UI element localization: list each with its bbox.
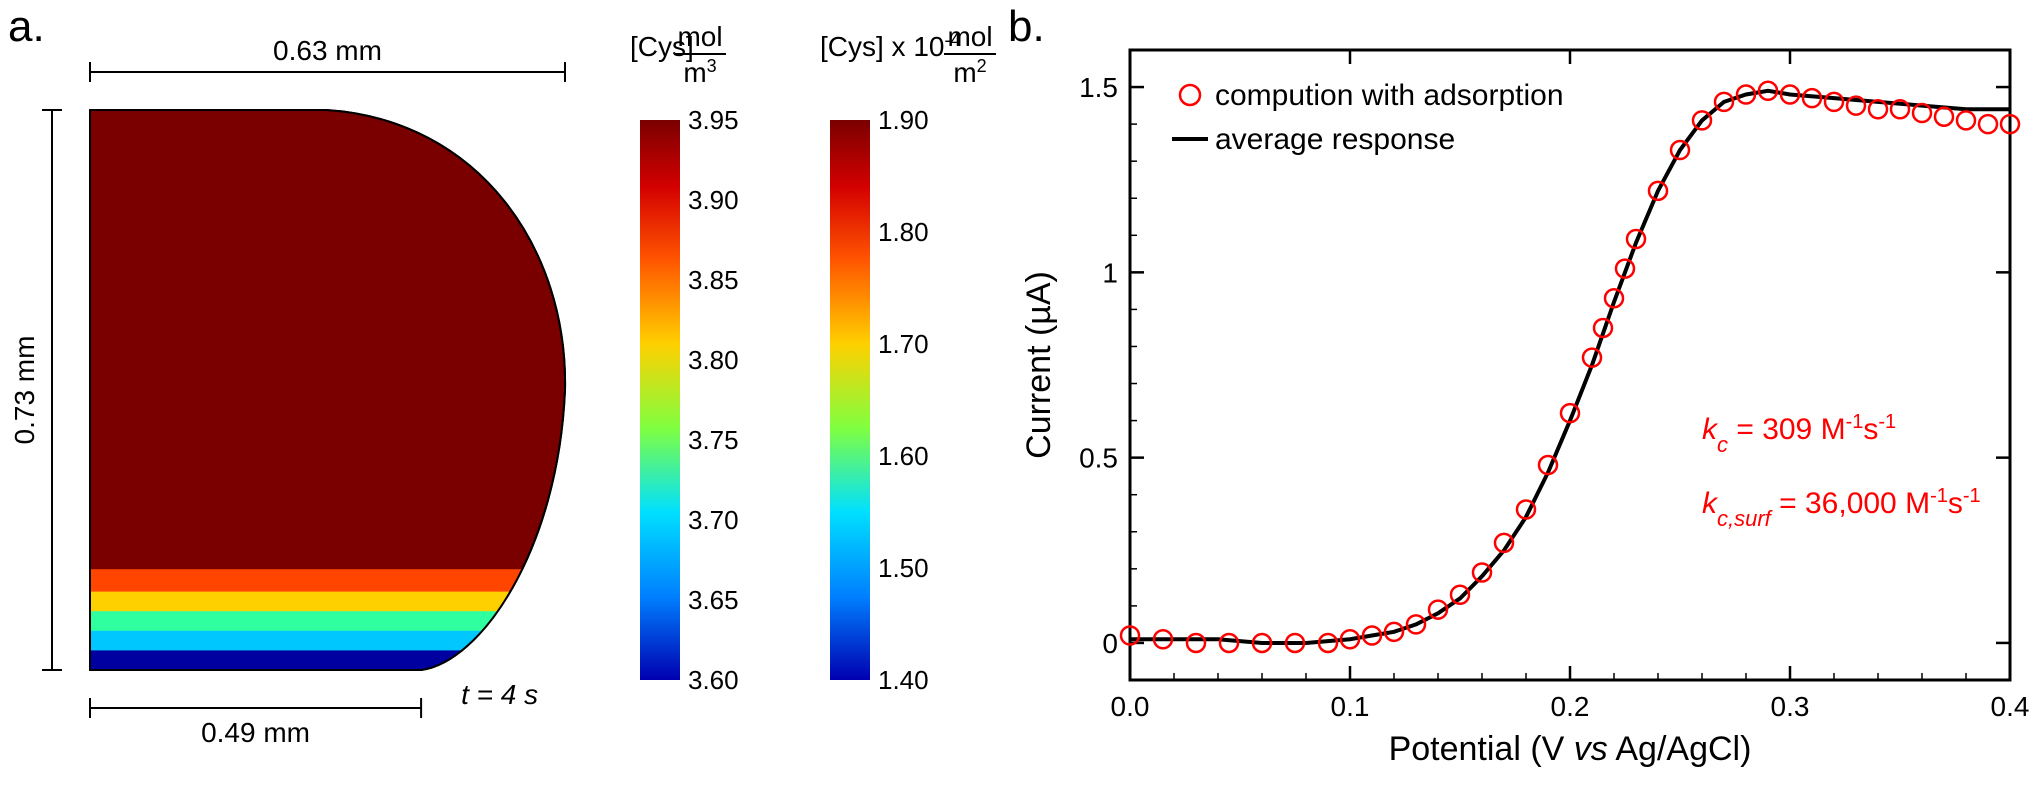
series-scatter-point (1979, 115, 1997, 133)
rate-constant-annotation: kc = 309 M-1s-1 (1702, 411, 1896, 457)
series-scatter-point (1935, 108, 1953, 126)
y-tick-label: 1 (1102, 257, 1118, 288)
x-tick-label: 0.3 (1771, 691, 1810, 722)
y-tick-label: 0 (1102, 628, 1118, 659)
legend-label: compution with adsorption (1215, 79, 1564, 112)
y-tick-label: 0.5 (1079, 443, 1118, 474)
x-tick-label: 0.1 (1331, 691, 1370, 722)
colorbar-tick: 1.60 (878, 441, 929, 471)
panel-b-label: b. (1008, 2, 1045, 52)
droplet-gradient-band (90, 611, 580, 633)
colorbar-title: [Cys] x 10-4 (820, 30, 961, 62)
svg-text:mol: mol (947, 21, 992, 52)
panel-a-svg: 0.63 mm 0.49 mm 0.73 mm t = 4 s 3.95 3.90 3.… (0, 0, 1000, 792)
colorbar (640, 120, 680, 680)
series-scatter-point (1220, 634, 1238, 652)
colorbar-tick: 1.90 (878, 105, 929, 135)
x-axis-label: Potential (V vs Ag/AgCl) (1389, 730, 1752, 768)
colorbar (830, 120, 870, 680)
droplet-gradient-band (90, 592, 580, 614)
y-axis-label: Current (µA) (1020, 271, 1058, 459)
x-tick-label: 0.2 (1551, 691, 1590, 722)
colorbar-tick: 3.75 (688, 425, 739, 455)
rate-constant-annotation: kc,surf = 36,000 M-1s-1 (1702, 485, 1981, 531)
svg-text:m2: m2 (953, 56, 986, 88)
colorbar-tick: 3.95 (688, 105, 739, 135)
droplet-gradient-band (90, 569, 580, 593)
colorbar-tick: 3.65 (688, 585, 739, 615)
x-tick-label: 0.0 (1111, 691, 1150, 722)
timestamp-label: t = 4 s (461, 679, 538, 710)
colorbar-tick: 3.90 (688, 185, 739, 215)
colorbar-tick: 1.50 (878, 553, 929, 583)
panel-a: a. 0.63 mm 0.49 mm 0.73 mm t = 4 s 3.95 3.9… (0, 0, 1000, 792)
droplet-gradient-band (90, 650, 580, 672)
series-scatter-point (1825, 93, 1843, 111)
droplet-gradient-band (90, 631, 580, 653)
dimension-label: 0.63 mm (273, 35, 382, 66)
dimension-label: 0.49 mm (201, 717, 310, 748)
svg-text:m3: m3 (683, 56, 716, 88)
colorbar-tick: 3.85 (688, 265, 739, 295)
colorbar-tick: 3.70 (688, 505, 739, 535)
dimension-label: 0.73 mm (9, 336, 40, 445)
series-line-average (1130, 91, 2010, 643)
legend-label: average response (1215, 123, 1455, 156)
panel-b: b. 0.0 0.1 0.2 0.3 0.4 0 0.5 1 1.5 Potential (V v… (1000, 0, 2040, 792)
series-scatter-point (1187, 634, 1205, 652)
legend-marker-icon (1180, 85, 1200, 105)
panel-a-label: a. (8, 2, 45, 52)
x-tick-label: 0.4 (1991, 691, 2030, 722)
figure-root: a. 0.63 mm 0.49 mm 0.73 mm t = 4 s 3.95 3.9… (0, 0, 2040, 792)
panel-b-svg: 0.0 0.1 0.2 0.3 0.4 0 0.5 1 1.5 Potential (V vs A… (1000, 0, 2040, 792)
series-scatter-point (1957, 111, 1975, 129)
y-tick-label: 1.5 (1079, 72, 1118, 103)
svg-text:mol: mol (677, 21, 722, 52)
colorbar-tick: 3.60 (688, 665, 739, 695)
colorbar-tick: 1.40 (878, 665, 929, 695)
colorbar-tick: 1.70 (878, 329, 929, 359)
colorbar-tick: 1.80 (878, 217, 929, 247)
colorbar-tick: 3.80 (688, 345, 739, 375)
